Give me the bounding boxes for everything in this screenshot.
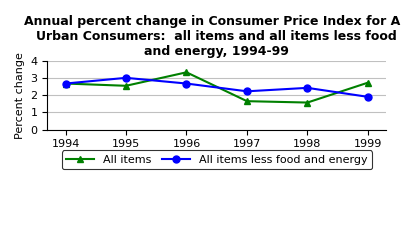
Y-axis label: Percent change: Percent change — [15, 52, 25, 139]
All items less food and energy — [63, 82, 68, 85]
All items — [305, 101, 310, 104]
All items less food and energy — [124, 76, 128, 79]
All items less food and energy — [365, 95, 370, 98]
All items — [184, 71, 189, 74]
Line: All items: All items — [62, 69, 371, 106]
Line: All items less food and energy: All items less food and energy — [62, 74, 371, 100]
All items less food and energy — [245, 90, 249, 93]
All items less food and energy — [305, 86, 310, 89]
All items — [63, 82, 68, 85]
Title: Annual percent change in Consumer Price Index for All
Urban Consumers:  all item: Annual percent change in Consumer Price … — [24, 15, 401, 58]
All items less food and energy — [184, 82, 189, 85]
All items — [365, 81, 370, 84]
Legend: All items, All items less food and energy: All items, All items less food and energ… — [61, 150, 372, 169]
All items — [245, 100, 249, 103]
All items — [124, 84, 128, 87]
